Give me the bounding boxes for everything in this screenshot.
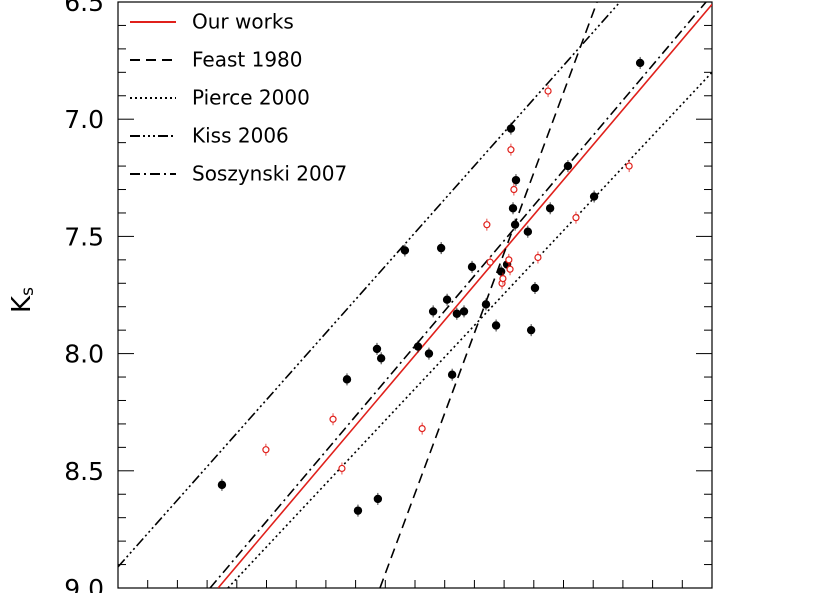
data-point — [483, 221, 491, 229]
data-point — [526, 325, 536, 335]
y-label-sub: s — [18, 287, 38, 296]
data-point — [376, 354, 386, 363]
data-point — [442, 295, 452, 304]
data-point — [424, 349, 434, 358]
y-tick-label: 7.0 — [64, 105, 104, 134]
data-point — [545, 204, 555, 213]
legend-label: Kiss 2006 — [192, 124, 289, 148]
y-tick-label: 7.5 — [64, 222, 104, 251]
data-point — [217, 480, 227, 490]
data-point — [418, 425, 426, 433]
data-point — [563, 161, 573, 171]
data-point — [342, 375, 352, 384]
fit-line — [217, 3, 712, 588]
legend-label: Our works — [192, 10, 294, 34]
data-point — [329, 415, 337, 423]
data-point — [353, 506, 363, 515]
data-point — [510, 185, 518, 194]
data-point — [372, 344, 382, 354]
fit-line — [118, 2, 621, 568]
data-point — [496, 267, 506, 276]
legend-label: Soszynski 2007 — [192, 162, 347, 186]
data-point — [511, 175, 521, 185]
data-point — [534, 253, 542, 262]
data-point — [625, 162, 633, 170]
y-label-main: K — [7, 295, 37, 313]
data-point — [428, 307, 438, 316]
data-point — [530, 283, 540, 293]
data-point — [447, 370, 457, 379]
data-point — [413, 342, 423, 351]
data-point — [459, 307, 469, 316]
fit-line — [379, 2, 598, 588]
y-tick-label: 6.5 — [64, 0, 104, 17]
data-point — [436, 243, 446, 253]
data-point — [373, 494, 383, 504]
data-point — [572, 214, 580, 222]
data-point — [508, 204, 518, 213]
y-tick-label: 9.0 — [64, 574, 104, 593]
data-point — [400, 246, 410, 255]
data-point — [481, 300, 491, 309]
data-point — [523, 227, 533, 236]
data-point — [262, 446, 270, 454]
data-point — [635, 58, 645, 68]
data-point — [589, 192, 599, 201]
legend-label: Pierce 2000 — [192, 86, 310, 110]
data-point — [452, 309, 462, 318]
y-axis-label: Ks — [7, 287, 39, 313]
data-point — [499, 274, 507, 283]
data-point — [506, 124, 516, 133]
data-point — [510, 220, 520, 229]
data-point — [491, 321, 501, 330]
fit-line — [209, 2, 707, 588]
fit-line — [227, 71, 712, 588]
data-point — [544, 87, 552, 95]
data-point — [507, 146, 515, 154]
data-point — [338, 464, 346, 473]
data-point — [467, 262, 477, 272]
data-point — [506, 265, 514, 273]
y-tick-label: 8.0 — [64, 340, 104, 369]
y-tick-label: 8.5 — [64, 457, 104, 486]
data-point — [505, 256, 513, 264]
legend-label: Feast 1980 — [192, 48, 303, 72]
data-point — [486, 258, 494, 266]
